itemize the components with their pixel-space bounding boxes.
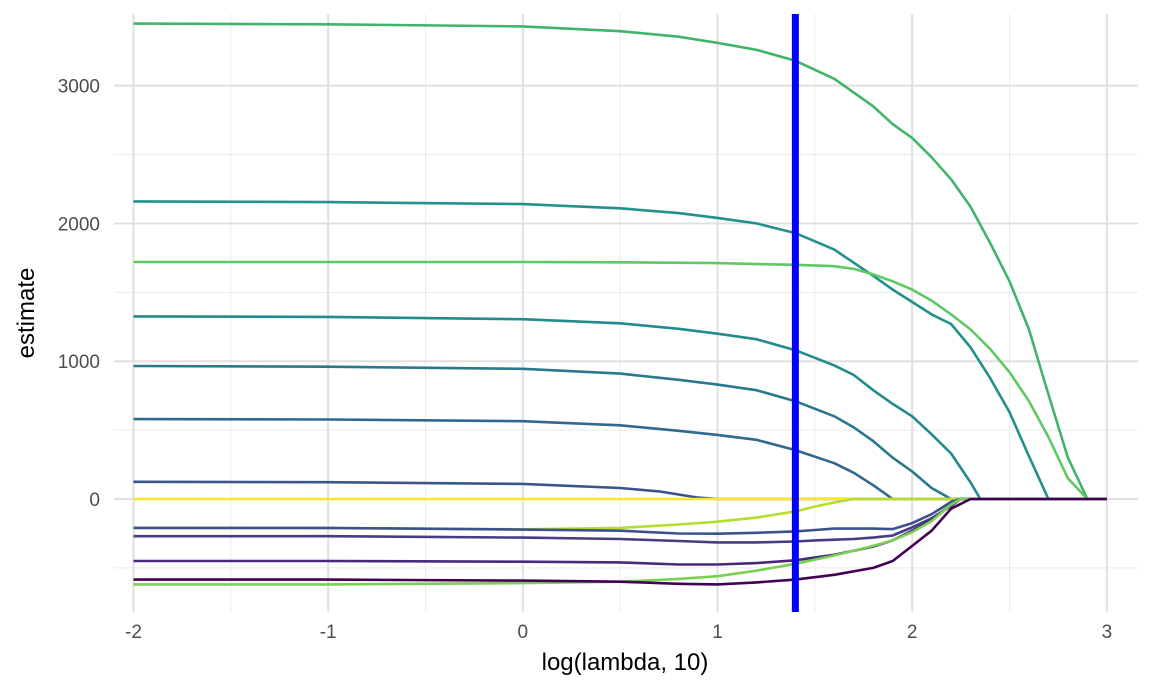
series-line-3 <box>133 260 1107 501</box>
x-tick-label: 1 <box>712 622 723 643</box>
x-tick-label: 3 <box>1102 622 1113 643</box>
y-tick-label: 3000 <box>58 77 100 98</box>
x-tick-label: 2 <box>907 622 918 643</box>
y-tick-label: 0 <box>89 490 100 511</box>
series-line-5 <box>133 364 1107 501</box>
x-axis-title: log(lambda, 10) <box>542 649 709 676</box>
x-tick-label: -2 <box>125 622 142 643</box>
y-axis-title: estimate <box>13 268 40 359</box>
series-line-4 <box>133 315 1107 501</box>
major-gridlines <box>114 14 1138 612</box>
series-line-14 <box>133 497 1107 586</box>
series-line-10 <box>133 497 1107 535</box>
minor-gridlines <box>114 14 1138 612</box>
series-line-2 <box>133 200 1107 501</box>
series-lines <box>133 22 1107 586</box>
x-axis-tick-labels: -2 -1 0 1 2 3 <box>125 622 1112 643</box>
series-line-1 <box>133 22 1107 501</box>
x-tick-label: 0 <box>518 622 529 643</box>
x-tick-label: -1 <box>320 622 337 643</box>
y-tick-label: 1000 <box>58 352 100 373</box>
series-line-6 <box>133 417 1107 501</box>
y-axis-tick-labels: 0 1000 2000 3000 <box>58 77 100 511</box>
y-tick-label: 2000 <box>58 214 100 235</box>
